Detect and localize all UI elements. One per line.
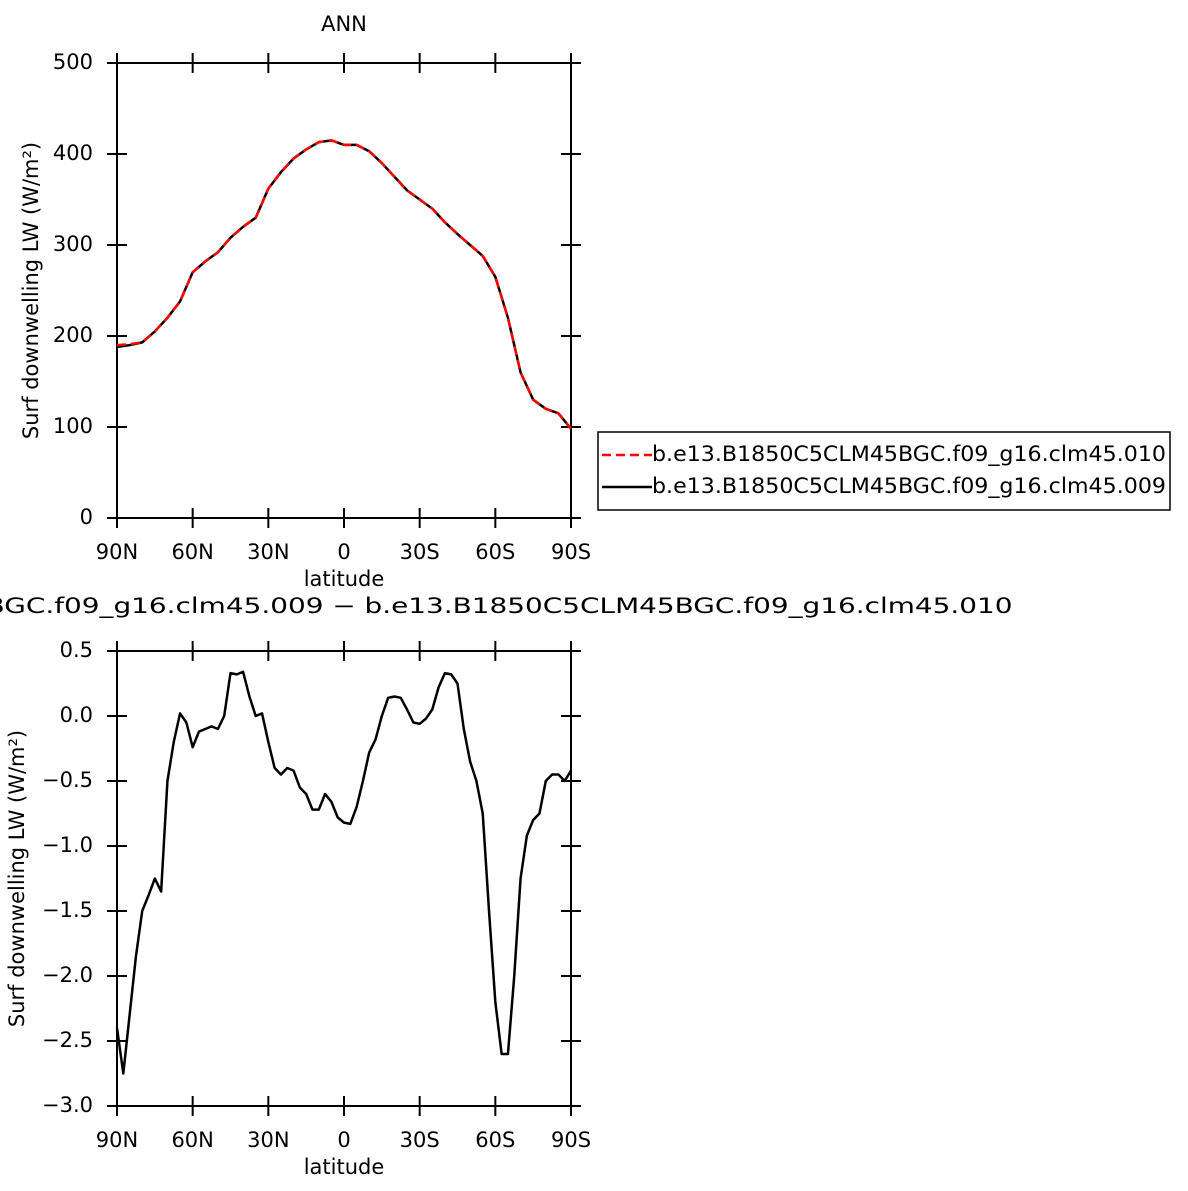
y-tick-label: −2.0 [42, 963, 93, 987]
plot-frame [116, 650, 572, 1107]
y-axis-label: Surf downwelling LW (W/m²) [5, 730, 29, 1027]
y-tick-label: 500 [53, 50, 93, 74]
y-tick-label: 100 [53, 414, 93, 438]
x-tick-label: 60S [475, 1128, 515, 1152]
data-line [115, 670, 573, 1075]
x-axis-label: latitude [304, 1155, 385, 1179]
x-tick-label: 90S [551, 540, 591, 564]
chart-title: ANN [321, 12, 367, 36]
y-tick-label: 0.5 [60, 638, 93, 662]
x-tick-label: 30S [400, 1128, 440, 1152]
x-tick-label: 90S [551, 1128, 591, 1152]
x-tick-label: 60N [171, 1128, 213, 1152]
x-axis-label: latitude [304, 567, 385, 591]
x-tick-label: 60S [475, 540, 515, 564]
y-tick-label: 0 [80, 505, 93, 529]
y-tick-label: −1.5 [42, 898, 93, 922]
x-tick-label: 30N [247, 540, 289, 564]
y-axis-label: Surf downwelling LW (W/m²) [19, 142, 43, 439]
x-tick-label: 0 [337, 540, 350, 564]
y-tick-label: 400 [53, 141, 93, 165]
legend-label: b.e13.B1850C5CLM45BGC.f09_g16.clm45.010 [652, 442, 1166, 467]
x-tick-label: 90N [96, 540, 138, 564]
y-tick-label: −3.0 [42, 1093, 93, 1117]
y-tick-label: 0.0 [60, 703, 93, 727]
x-tick-label: 90N [96, 1128, 138, 1152]
y-tick-label: 300 [53, 232, 93, 256]
y-tick-label: −2.5 [42, 1028, 93, 1052]
y-tick-label: −0.5 [42, 768, 93, 792]
legend-box [597, 431, 1171, 511]
plot-frame [116, 62, 572, 519]
data-line [116, 139, 572, 430]
y-tick-label: 200 [53, 323, 93, 347]
x-tick-label: 30N [247, 1128, 289, 1152]
x-tick-label: 30S [400, 540, 440, 564]
x-tick-label: 60N [171, 540, 213, 564]
legend-label: b.e13.B1850C5CLM45BGC.f09_g16.clm45.009 [652, 474, 1166, 499]
data-line [116, 139, 572, 430]
x-tick-label: 0 [337, 1128, 350, 1152]
y-tick-label: −1.0 [42, 833, 93, 857]
chart-title: b.e13.B1850C5CLM45BGC.f09_g16.clm45.009 … [0, 594, 1013, 619]
